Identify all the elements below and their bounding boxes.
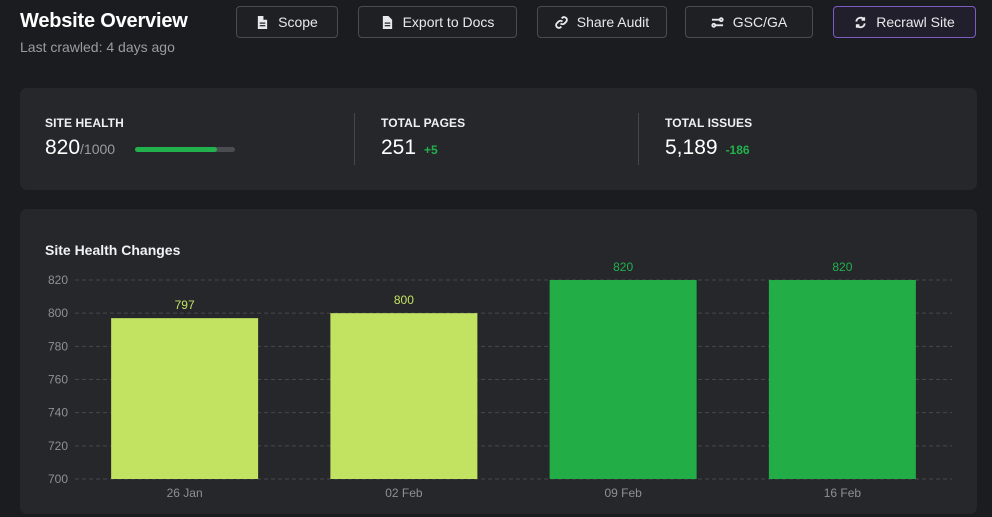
x-tick-label: 09 Feb [604, 486, 642, 500]
site-health-chart-card: Site Health Changes 700 720 740 760 780 800 82… [20, 209, 977, 514]
total-issues-stat: TOTAL ISSUES 5,189 -186 [665, 88, 915, 190]
y-tick-label: 720 [48, 439, 68, 453]
total-issues-count: 5,189 [665, 136, 718, 159]
stat-divider [354, 113, 355, 165]
y-tick-label: 800 [48, 306, 68, 320]
y-tick-label: 820 [48, 273, 68, 287]
chart-bar [768, 280, 916, 479]
x-tick-label: 16 Feb [824, 486, 862, 500]
total-issues-label: TOTAL ISSUES [665, 116, 753, 130]
scope-button[interactable]: Scope [236, 6, 338, 38]
chart-bar [111, 318, 259, 479]
y-tick-label: 760 [48, 373, 68, 387]
total-pages-delta: +5 [424, 143, 438, 157]
site-health-max: /1000 [80, 141, 116, 157]
y-tick-label: 700 [48, 472, 68, 486]
document-icon [257, 15, 268, 29]
share-audit-button[interactable]: Share Audit [537, 6, 667, 38]
chart-bar [549, 280, 697, 479]
connect-icon [711, 16, 724, 28]
recrawl-site-button[interactable]: Recrawl Site [833, 6, 976, 38]
site-health-progress-fill [135, 147, 217, 152]
site-health-progress-bar [135, 147, 235, 152]
site-health-label: SITE HEALTH [45, 116, 124, 130]
y-tick-label: 740 [48, 406, 68, 420]
export-to-docs-label: Export to Docs [402, 14, 495, 30]
gsc-ga-label: GSC/GA [732, 14, 788, 30]
total-pages-value: 251 +5 [381, 136, 438, 160]
site-health-score: 820 [45, 136, 81, 159]
document-icon [382, 15, 392, 29]
bar-value-label: 820 [613, 260, 633, 274]
scope-button-label: Scope [278, 14, 318, 30]
stats-panel: SITE HEALTH 820 /1000 TOTAL PAGES 251 +5… [20, 88, 977, 190]
site-health-bar-chart: 700 720 740 760 780 800 820 797 26 Jan 800 02 Feb 8… [48, 260, 952, 500]
y-tick-label: 780 [48, 339, 68, 353]
export-to-docs-button[interactable]: Export to Docs [358, 6, 517, 38]
bar-value-label: 797 [175, 298, 195, 312]
x-tick-label: 26 Jan [167, 486, 203, 500]
share-audit-label: Share Audit [576, 14, 650, 30]
link-icon [555, 15, 568, 29]
page-title: Website Overview [20, 10, 188, 32]
site-health-value: 820 /1000 [45, 136, 115, 160]
total-pages-count: 251 [381, 136, 417, 159]
total-issues-delta: -186 [725, 143, 750, 157]
total-pages-stat: TOTAL PAGES 251 +5 [381, 88, 631, 190]
recrawl-site-label: Recrawl Site [876, 14, 955, 30]
total-pages-label: TOTAL PAGES [381, 116, 466, 130]
chart-title: Site Health Changes [45, 242, 181, 258]
bar-value-label: 800 [394, 293, 414, 307]
last-crawled-text: Last crawled: 4 days ago [20, 39, 175, 55]
refresh-icon [855, 16, 866, 28]
chart-bar [330, 313, 478, 479]
stat-divider [638, 113, 639, 165]
x-tick-label: 02 Feb [385, 486, 423, 500]
total-issues-value: 5,189 -186 [665, 136, 750, 160]
bar-value-label: 820 [832, 260, 852, 274]
site-health-stat: SITE HEALTH 820 /1000 [45, 88, 345, 190]
gsc-ga-button[interactable]: GSC/GA [685, 6, 813, 38]
